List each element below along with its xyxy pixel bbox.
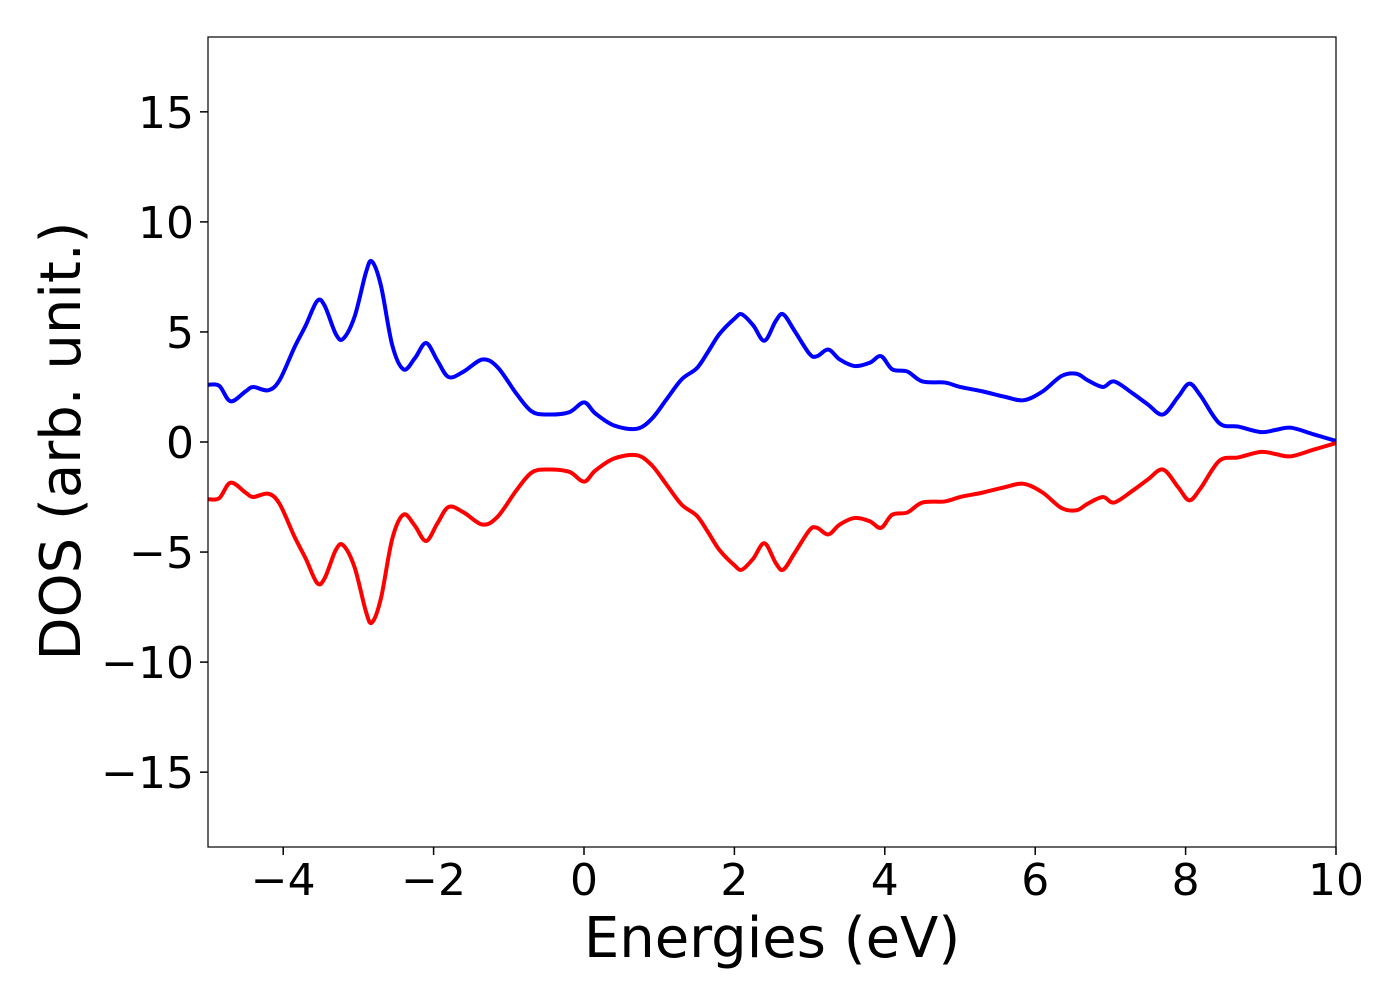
y-tick-label: 15 <box>138 88 194 139</box>
x-tick-label: 2 <box>720 855 748 906</box>
x-tick-label: 10 <box>1308 855 1364 906</box>
y-tick-label: −5 <box>129 528 194 579</box>
y-axis-label: DOS (arb. unit.) <box>29 221 94 660</box>
x-tick-label: −2 <box>401 855 466 906</box>
dos-line <box>207 258 1337 443</box>
y-tick-label: 5 <box>166 308 194 359</box>
y-tick-label: 10 <box>138 198 194 249</box>
x-tick-label: 8 <box>1172 855 1200 906</box>
x-tick-label: 0 <box>570 855 598 906</box>
dos-line <box>207 441 1337 626</box>
x-tick-label: 4 <box>871 855 899 906</box>
y-tick-label: −15 <box>101 748 194 799</box>
x-tick-label: 6 <box>1021 855 1049 906</box>
x-tick-label: −4 <box>251 855 316 906</box>
y-tick-label: 0 <box>166 418 194 469</box>
plot-frame <box>207 36 1337 848</box>
x-axis-label: Energies (eV) <box>584 906 960 971</box>
y-tick-label: −10 <box>101 638 194 689</box>
